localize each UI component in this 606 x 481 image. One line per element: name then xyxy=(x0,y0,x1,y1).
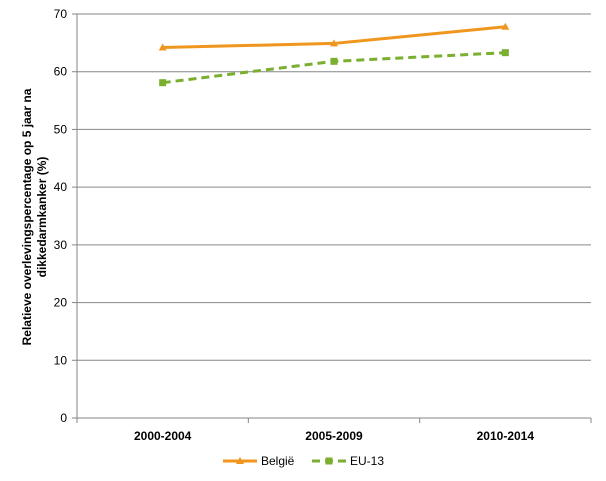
y-tick-label-50: 50 xyxy=(54,122,68,136)
y-axis-label-line-1: Relatieve overlevingspercentage op 5 jaa… xyxy=(20,88,34,345)
x-axis: 2000-2004 2005-2009 2010-2014 xyxy=(76,14,592,443)
y-tick-label-40: 40 xyxy=(54,180,68,194)
data-point-belgie-1 xyxy=(330,39,338,47)
y-tick-label-60: 60 xyxy=(54,65,68,79)
legend-label-belgie: België xyxy=(261,454,295,468)
y-axis-label-line-2: dikkedarmkanker (%) xyxy=(35,157,49,278)
y-tick-label-30: 30 xyxy=(54,238,68,252)
data-point-belgie-0 xyxy=(158,43,167,51)
data-point-eu-13-0 xyxy=(159,79,167,87)
gridlines xyxy=(77,13,591,361)
legend: België EU-13 xyxy=(223,454,384,468)
legend-marker-belgie xyxy=(236,457,244,464)
y-axis-ticks: 0 10 20 30 40 50 60 70 xyxy=(54,7,77,425)
x-tick-label-2005-2009: 2005-2009 xyxy=(305,429,363,443)
legend-label-eu-13: EU-13 xyxy=(350,454,384,468)
legend-marker-eu-13 xyxy=(325,457,333,465)
y-tick-label-0: 0 xyxy=(60,411,67,425)
data-point-eu-13-2 xyxy=(501,49,509,57)
x-tick-label-2000-2004: 2000-2004 xyxy=(134,429,192,443)
data-point-eu-13-1 xyxy=(330,57,338,65)
x-tick-label-2010-2014: 2010-2014 xyxy=(477,429,535,443)
data-point-belgie-2 xyxy=(501,22,510,30)
y-tick-label-70: 70 xyxy=(54,7,68,21)
series-line-eu-13 xyxy=(162,51,506,85)
series-lines xyxy=(158,22,510,87)
y-tick-label-10: 10 xyxy=(54,353,68,367)
y-tick-label-20: 20 xyxy=(54,296,68,310)
